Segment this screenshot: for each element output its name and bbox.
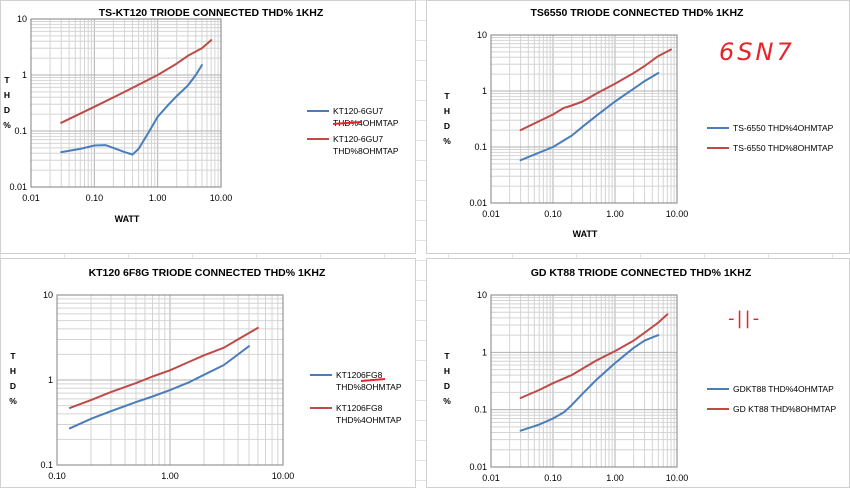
legend-label: GD KT88 THD%8OHMTAP xyxy=(733,404,836,414)
legend-label: TS-6550 THD%4OHMTAP xyxy=(733,123,834,133)
plot-area-border xyxy=(56,294,284,466)
y-tick-label: 0.1 xyxy=(14,126,27,136)
chart-panel-kt120-6f8g[interactable]: 0.10 1.00 10.00 0.1 1 10 KT120 6F8G TRIODE CON… xyxy=(0,258,416,488)
series-line-red xyxy=(519,48,672,132)
y-axis-label: T H D% xyxy=(443,91,451,146)
chart-title: KT120 6F8G TRIODE CONNECTED THD% 1KHZ xyxy=(89,267,326,279)
y-tick-label: 0.1 xyxy=(474,405,487,415)
x-tick-label: 1.00 xyxy=(606,473,624,483)
x-axis-label: WATT xyxy=(573,229,598,239)
chart-gd-kt88: 0.01 0.10 1.00 10.00 0.01 0.1 1 10 GD KT88 TRIOD… xyxy=(443,267,836,483)
chart-kt120-6f8g: 0.10 1.00 10.00 0.1 1 10 KT120 6F8G TRIODE CON… xyxy=(9,267,402,481)
x-tick-label: 0.01 xyxy=(482,209,500,219)
x-tick-label: 10.00 xyxy=(666,209,689,219)
gridlines xyxy=(490,35,677,204)
y-tick-label: 1 xyxy=(48,375,53,385)
series-line-blue xyxy=(519,72,660,162)
gridlines xyxy=(30,19,221,188)
plot-area-border xyxy=(490,34,678,204)
gridlines xyxy=(56,295,283,466)
y-tick-label: 10 xyxy=(17,14,27,24)
y-tick-label: 1 xyxy=(482,86,487,96)
chart-title: TS6550 TRIODE CONNECTED THD% 1KHZ xyxy=(531,7,745,19)
x-tick-label: 10.00 xyxy=(272,471,295,481)
chart-title: TS-KT120 TRIODE CONNECTED THD% 1KHZ xyxy=(99,7,324,19)
x-tick-label: 0.01 xyxy=(22,193,40,203)
y-tick-label: 0.01 xyxy=(9,182,27,192)
x-tick-label: 0.10 xyxy=(86,193,104,203)
legend-label: KT120-6GU7 THD%8OHMTAP xyxy=(333,134,399,156)
x-tick-label: 0.01 xyxy=(482,473,500,483)
x-tick-label: 1.00 xyxy=(149,193,167,203)
legend-label: GDKT88 THD%4OHMTAP xyxy=(733,384,834,394)
plot-area-border xyxy=(30,18,222,188)
x-tick-label: 1.00 xyxy=(606,209,624,219)
series-line-red xyxy=(60,39,213,124)
y-tick-label: 0.1 xyxy=(474,142,487,152)
y-axis-label: T H D% xyxy=(9,351,17,406)
y-axis-label: T H D% xyxy=(443,351,451,406)
series-line-red xyxy=(68,326,259,409)
x-tick-label: 0.10 xyxy=(48,471,66,481)
chart-panel-ts6550[interactable]: 0.01 0.10 1.00 10.00 0.01 0.1 1 10 TS6550 TRIODE… xyxy=(426,0,850,254)
chart-ts-kt120: 0.01 0.10 1.00 10.00 0.01 0.1 1 10 TS-KT120 TRIO… xyxy=(3,7,399,224)
x-tick-label: 1.00 xyxy=(161,471,179,481)
y-tick-label: 10 xyxy=(477,290,487,300)
series-line-blue xyxy=(60,64,203,156)
legend-label: TS-6550 THD%8OHMTAP xyxy=(733,143,834,153)
legend-label: KT120-6GU7 THD%4OHMTAP xyxy=(333,106,399,128)
legend-label: KT1206FG8 THD%8OHMTAP xyxy=(336,370,402,392)
y-tick-label: 0.01 xyxy=(469,462,487,472)
y-tick-label: 10 xyxy=(477,30,487,40)
x-tick-label: 0.10 xyxy=(544,473,562,483)
y-axis-label: T H D% xyxy=(3,75,11,130)
gridlines xyxy=(490,295,677,468)
plot-area-border xyxy=(490,294,678,468)
chart-panel-gd-kt88[interactable]: 0.01 0.10 1.00 10.00 0.01 0.1 1 10 GD KT88 TRIOD… xyxy=(426,258,850,488)
y-tick-label: 10 xyxy=(43,290,53,300)
series-line-blue xyxy=(519,334,660,432)
series-line-red xyxy=(519,313,669,399)
x-tick-label: 10.00 xyxy=(666,473,689,483)
y-tick-label: 1 xyxy=(482,347,487,357)
y-tick-label: 1 xyxy=(22,70,27,80)
chart-title: GD KT88 TRIODE CONNECTED THD% 1KHZ xyxy=(531,267,752,279)
x-axis-label: WATT xyxy=(115,214,140,224)
series-line-blue xyxy=(68,345,250,430)
x-tick-label: 10.00 xyxy=(210,193,233,203)
y-tick-label: 0.1 xyxy=(40,460,53,470)
chart-ts6550: 0.01 0.10 1.00 10.00 0.01 0.1 1 10 TS6550 TRIODE… xyxy=(443,7,834,239)
x-tick-label: 0.10 xyxy=(544,209,562,219)
chart-panel-ts-kt120[interactable]: 0.01 0.10 1.00 10.00 0.01 0.1 1 10 TS-KT120 TRIO… xyxy=(0,0,416,254)
y-tick-label: 0.01 xyxy=(469,198,487,208)
legend-label: KT1206FG8 THD%4OHMTAP xyxy=(336,403,402,425)
